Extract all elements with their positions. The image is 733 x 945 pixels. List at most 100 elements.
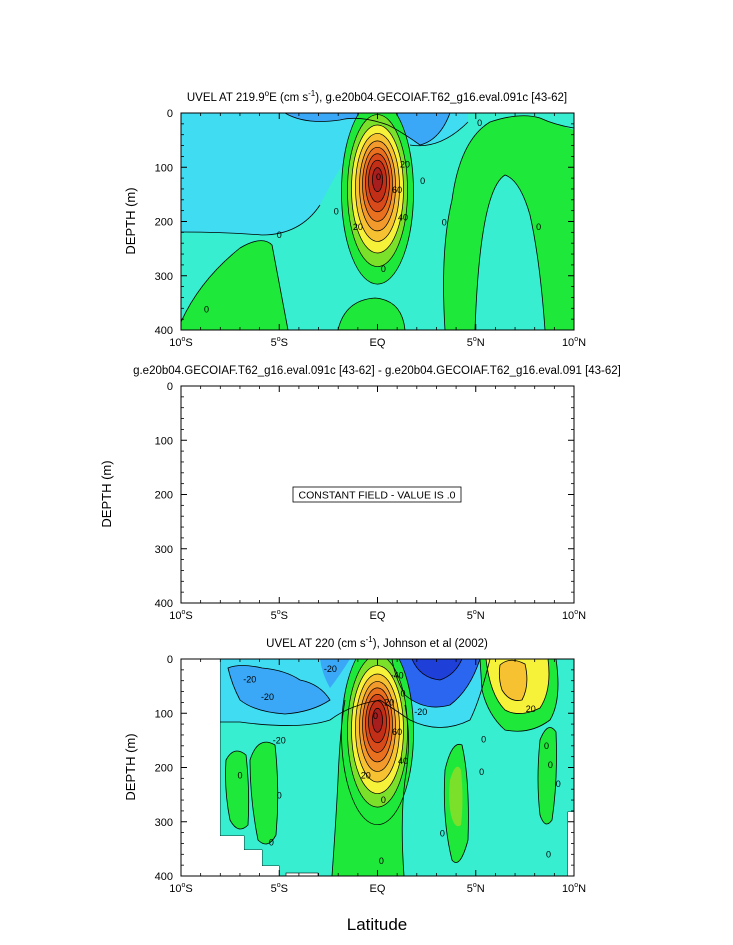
y-tick-label: 300 <box>155 817 173 829</box>
contour-label: -20 <box>261 692 274 702</box>
y-tick-label: 400 <box>155 871 173 883</box>
positive-region-east <box>443 115 574 330</box>
contour-label: 60 <box>392 727 402 737</box>
negative-region-core-outer <box>392 659 480 708</box>
y-tick-label: 200 <box>155 217 173 229</box>
contour-label: 0 <box>420 176 425 186</box>
no-data-notch <box>285 872 319 876</box>
contour-label: 0 <box>379 856 384 866</box>
y-tick-label: 400 <box>155 598 173 610</box>
contour-label: 20 <box>384 697 394 707</box>
contour-label: 0 <box>401 689 406 699</box>
y-tick-label: 200 <box>155 490 173 502</box>
contour-label: 0 <box>548 760 553 770</box>
x-tick-label: 10oS <box>169 882 193 895</box>
x-tick-label: 10oS <box>169 336 193 349</box>
no-data-region-east <box>568 812 574 876</box>
x-tick-label: 5oN <box>467 336 485 349</box>
contour-label: 0 <box>269 837 274 847</box>
panel-3: UVEL AT 220 (cm s-1), Johnson et al (200… <box>123 635 586 895</box>
contour-label: 60 <box>392 185 402 195</box>
x-tick-label: EQ <box>370 337 386 349</box>
x-tick-label: 5oN <box>467 609 485 622</box>
positive-patch-4 <box>538 727 557 824</box>
no-data-region-southwest <box>181 836 279 876</box>
contour-label: 0 <box>442 218 447 228</box>
contour-lines <box>219 659 574 876</box>
contour-labels: 0 0 0 0 0 0 0 0 20 60 40 20 0 <box>204 118 541 315</box>
x-tick-label: 5oS <box>271 336 288 349</box>
y-tick-label: 200 <box>155 763 173 775</box>
x-axis-title: Latitude <box>347 915 408 934</box>
panel-2-ylabel: DEPTH (m) <box>99 460 114 527</box>
contour-label: 0 <box>440 829 445 839</box>
jet-contour-band <box>372 707 383 733</box>
contour-label: 20 <box>526 704 536 714</box>
contour-label: 0 <box>376 172 381 182</box>
undercurrent-jet <box>341 113 414 285</box>
contour-label: 0 <box>277 230 282 240</box>
contour-label: 0 <box>556 779 561 789</box>
contour-label: -20 <box>324 664 337 674</box>
constant-field-label: CONSTANT FIELD - VALUE IS .0 <box>299 490 456 502</box>
x-tick-label: 10oS <box>169 609 193 622</box>
panel-1-field: 0 0 0 0 0 0 0 0 20 60 40 20 0 <box>181 113 574 330</box>
panel-3-field: -20-20-20-20-40-200206040202000000000000… <box>181 659 574 876</box>
contour-label: -20 <box>243 675 256 685</box>
contour-label: 0 <box>477 118 482 128</box>
y-tick-label: 400 <box>155 325 173 337</box>
contour-label: 40 <box>398 213 408 223</box>
contour-label: 0 <box>536 222 541 232</box>
y-tick-label: 0 <box>167 381 173 393</box>
positive-region-deep <box>338 298 405 330</box>
contour-label: 0 <box>334 207 339 217</box>
contour-label: 0 <box>481 734 486 744</box>
panel-2: g.e20b04.GECOIAF.T62_g16.eval.091c [43-6… <box>99 365 621 622</box>
contour-label: 20 <box>361 771 371 781</box>
positive-region-sw <box>181 240 288 330</box>
contour-label: 0 <box>204 304 209 314</box>
y-tick-label: 300 <box>155 544 173 556</box>
jet-contour-band <box>372 167 383 193</box>
contour-label: -20 <box>414 707 427 717</box>
y-tick-label: 0 <box>167 108 173 120</box>
positive-patch-2 <box>250 742 278 844</box>
contour-label: 0 <box>381 264 386 274</box>
undercurrent-jet <box>341 659 414 825</box>
y-tick-label: 100 <box>155 162 173 174</box>
constant-field-box <box>292 486 462 503</box>
x-tick-label: 5oS <box>271 882 288 895</box>
panel-3-ylabel: DEPTH (m) <box>123 733 138 800</box>
contour-label: 0 <box>381 795 386 805</box>
contour-labels: -20-20-20-20-40-200206040202000000000000… <box>237 664 560 866</box>
contour-label: 0 <box>277 791 282 801</box>
contour-label: 20 <box>400 160 410 170</box>
y-tick-label: 100 <box>155 435 173 447</box>
contour-label: 0 <box>544 741 549 751</box>
contour-label: 0 <box>546 849 551 859</box>
x-tick-label: 10oN <box>562 336 586 349</box>
panel-1-ylabel: DEPTH (m) <box>123 187 138 254</box>
x-tick-label: 5oS <box>271 609 288 622</box>
contour-label: 40 <box>398 756 408 766</box>
y-tick-label: 100 <box>155 708 173 720</box>
panel-2-title: g.e20b04.GECOIAF.T62_g16.eval.091c [43-6… <box>133 365 621 377</box>
x-tick-label: 5oN <box>467 882 485 895</box>
contour-label: 0 <box>479 767 484 777</box>
panel-1: UVEL AT 219.9oE (cm s-1), g.e20b04.GECOI… <box>123 89 586 349</box>
positive-patch-3-core <box>449 766 463 827</box>
positive-region-ne-inner <box>499 660 527 701</box>
contour-label: 0 <box>237 771 242 781</box>
y-tick-label: 300 <box>155 271 173 283</box>
contour-label: -40 <box>391 670 404 680</box>
x-tick-label: 10oN <box>562 882 586 895</box>
contour-label: -20 <box>273 735 286 745</box>
contour-label: 0 <box>373 711 378 721</box>
panel-3-title: UVEL AT 220 (cm s-1), Johnson et al (200… <box>266 635 488 650</box>
positive-patch-1 <box>225 751 249 829</box>
y-tick-label: 0 <box>167 654 173 666</box>
contour-label: 20 <box>353 222 363 232</box>
